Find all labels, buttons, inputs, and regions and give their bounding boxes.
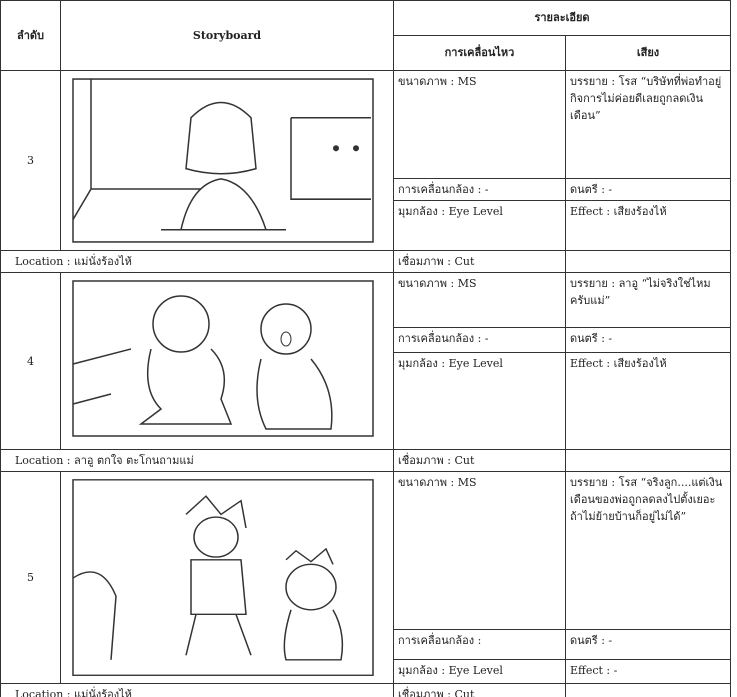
table-row: 4 ขนาดภาพ : MS บรรยาย : ลาอู “ไม่จริงใช่ไห… [0, 272, 732, 451]
table-row: มุมกล้อง : Eye Level Effect : เสียงร้องไห… [1, 352, 732, 451]
sound-cell: ดนตรี : - [564, 629, 732, 661]
header-number: ลำดับ [0, 0, 61, 71]
sound-cell: บรรยาย : โรส “จริงลูก....แต่เงินเดือนของ… [564, 471, 732, 631]
movement-cell: เชื่อมภาพ : Cut [393, 449, 566, 473]
sound-cell: Effect : เสียงร้องไห้ [564, 200, 732, 252]
storyboard-sketch [72, 279, 374, 437]
sound-cell: ดนตรี : - [564, 327, 732, 354]
sound-cell: Effect : - [564, 659, 732, 685]
table-row: Location : ลาอู ตกใจ ตะโกนถามแม่ เชื่อมภา… [0, 449, 732, 473]
sound-cell-empty [564, 683, 732, 697]
sound-cell: ดนตรี : - [564, 177, 732, 202]
storyboard-cell [60, 471, 394, 685]
header-sound: เสียง [564, 35, 732, 71]
location: Location : แม่นั่งร้องไห้ [0, 683, 394, 697]
row-number: 3 [0, 69, 61, 252]
movement-cell: เชื่อมภาพ : Cut [393, 250, 566, 274]
table-row: 3 ขนาดภาพ : MS บรรยาย : โรส “บริษัทที่พ่อท… [0, 69, 732, 252]
table-row: Location : แม่นั่งร้องไห้ เชื่อมภาพ : Cut [0, 683, 732, 697]
sound-cell: Effect : เสียงร้องไห้ [564, 352, 732, 451]
storyboard-sketch [72, 478, 374, 676]
movement-cell: การเคลื่อนกล้อง : - [393, 327, 566, 354]
location: Location : ลาอู ตกใจ ตะโกนถามแม่ [0, 449, 394, 473]
header-storyboard: Storyboard [60, 0, 394, 71]
storyboard-cell [60, 69, 394, 252]
row-number: 5 [0, 471, 61, 685]
movement-cell: ขนาดภาพ : MS [393, 272, 566, 329]
table-row: การเคลื่อนกล้อง : ดนตรี : - [1, 629, 732, 661]
header-details: รายละเอียด [392, 0, 732, 36]
movement-cell: มุมกล้อง : Eye Level [393, 200, 566, 252]
movement-cell: การเคลื่อนกล้อง : - [393, 177, 566, 202]
location: Location : แม่นั่งร้องไห้ [0, 250, 394, 274]
table-row: Location : แม่นั่งร้องไห้ เชื่อมภาพ : Cut [0, 250, 732, 274]
movement-cell: มุมกล้อง : Eye Level [393, 659, 566, 685]
movement-cell: ขนาดภาพ : MS [393, 471, 566, 631]
sound-cell: บรรยาย : ลาอู “ไม่จริงใช่ไหมครับแม่” [564, 272, 732, 329]
storyboard-cell [60, 272, 394, 451]
movement-cell: การเคลื่อนกล้อง : [393, 629, 566, 661]
movement-cell: เชื่อมภาพ : Cut [393, 683, 566, 697]
sound-cell: บรรยาย : โรส “บริษัทที่พ่อทำอยู่กิจการไม… [564, 70, 732, 179]
table-row: การเคลื่อนกล้อง : - ดนตรี : - [1, 177, 732, 202]
table-body: 3 ขนาดภาพ : MS บรรยาย : โรส “บริษัทที่พ่อท… [0, 69, 732, 697]
movement-cell: มุมกล้อง : Eye Level [393, 352, 566, 451]
movement-cell: ขนาดภาพ : MS [393, 70, 566, 179]
table-row: มุมกล้อง : Eye Level Effect : - [1, 659, 732, 685]
table-row: การเคลื่อนกล้อง : - ดนตรี : - [1, 327, 732, 354]
sound-cell-empty [564, 449, 732, 473]
header-movement: การเคลื่อนไหว [393, 35, 566, 71]
row-number: 4 [0, 272, 61, 451]
storyboard-sketch [72, 77, 374, 243]
table-row: 5 ขนาดภาพ : MS บรรยาย : โรส “จริงลูก....แต… [0, 471, 732, 685]
sound-cell-empty [564, 250, 732, 274]
